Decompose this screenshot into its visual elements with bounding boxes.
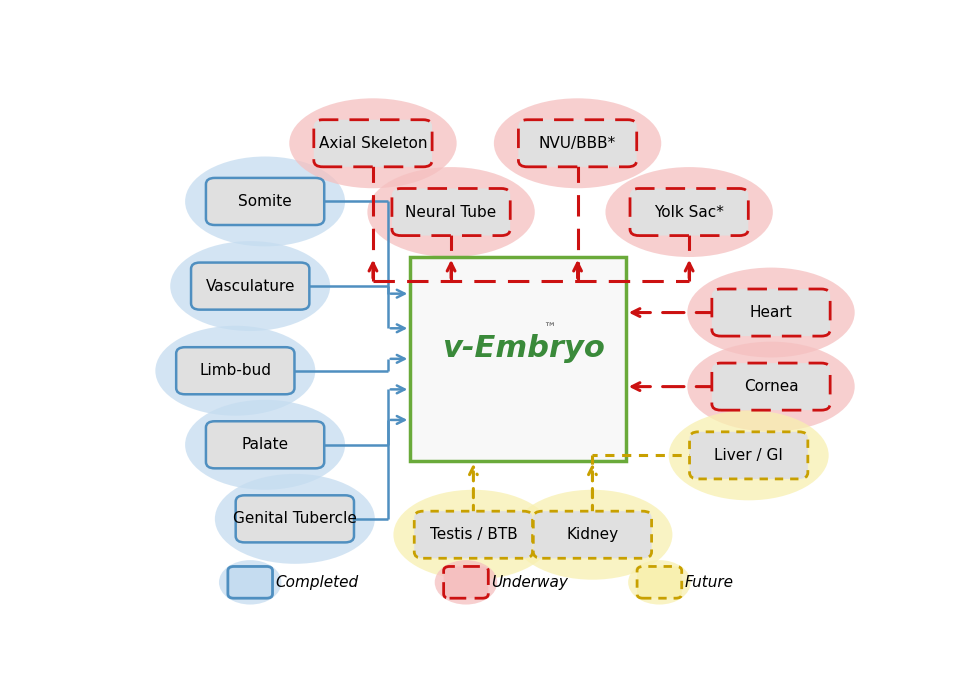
Ellipse shape (687, 341, 854, 431)
FancyBboxPatch shape (637, 567, 682, 598)
FancyBboxPatch shape (712, 289, 830, 336)
Ellipse shape (185, 157, 345, 247)
Text: v-Embryo: v-Embryo (443, 334, 606, 363)
FancyBboxPatch shape (314, 120, 432, 167)
Text: Genital Tubercle: Genital Tubercle (233, 511, 357, 526)
FancyBboxPatch shape (630, 188, 748, 236)
Ellipse shape (156, 326, 315, 416)
Ellipse shape (687, 267, 854, 357)
Ellipse shape (606, 167, 773, 257)
FancyBboxPatch shape (518, 120, 636, 167)
Ellipse shape (170, 241, 330, 331)
FancyBboxPatch shape (177, 347, 295, 394)
Ellipse shape (219, 560, 281, 605)
Text: Neural Tube: Neural Tube (405, 205, 496, 220)
Text: Vasculature: Vasculature (205, 279, 295, 293)
Text: ™: ™ (543, 322, 556, 335)
Ellipse shape (435, 560, 497, 605)
FancyBboxPatch shape (236, 495, 354, 543)
FancyBboxPatch shape (444, 567, 489, 598)
Text: Cornea: Cornea (744, 379, 799, 394)
Ellipse shape (368, 167, 535, 257)
Text: Kidney: Kidney (566, 527, 618, 542)
Text: Palate: Palate (242, 438, 289, 452)
FancyBboxPatch shape (712, 363, 830, 410)
FancyBboxPatch shape (415, 511, 533, 559)
Ellipse shape (513, 490, 672, 580)
Ellipse shape (669, 410, 828, 500)
Text: Limb-bud: Limb-bud (200, 363, 272, 379)
FancyBboxPatch shape (191, 262, 309, 310)
FancyBboxPatch shape (392, 188, 510, 236)
Ellipse shape (215, 474, 374, 564)
Text: Liver / GI: Liver / GI (714, 448, 783, 463)
Text: Yolk Sac*: Yolk Sac* (654, 205, 724, 220)
FancyBboxPatch shape (689, 432, 807, 479)
FancyBboxPatch shape (410, 257, 626, 461)
Text: Completed: Completed (276, 575, 359, 590)
Text: Future: Future (684, 575, 733, 590)
Ellipse shape (185, 400, 345, 490)
Text: Underway: Underway (492, 575, 568, 590)
FancyBboxPatch shape (228, 567, 273, 598)
Ellipse shape (394, 490, 553, 580)
Text: NVU/BBB*: NVU/BBB* (539, 136, 616, 150)
Text: Somite: Somite (238, 194, 292, 209)
Ellipse shape (289, 98, 457, 188)
Ellipse shape (628, 560, 690, 605)
FancyBboxPatch shape (206, 421, 324, 469)
FancyBboxPatch shape (534, 511, 652, 559)
Ellipse shape (493, 98, 661, 188)
FancyBboxPatch shape (206, 178, 324, 225)
Text: Axial Skeleton: Axial Skeleton (319, 136, 427, 150)
Text: Testis / BTB: Testis / BTB (429, 527, 517, 542)
Text: Heart: Heart (750, 305, 792, 320)
